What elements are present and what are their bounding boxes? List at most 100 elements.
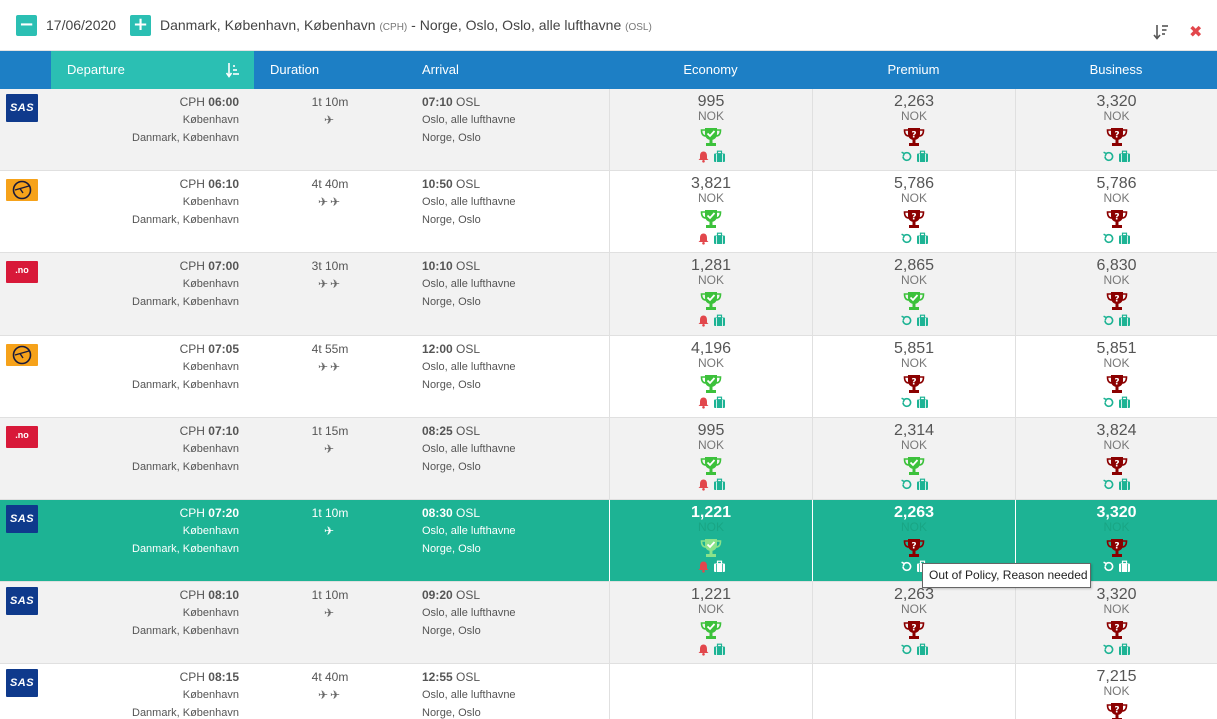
premium-fare-cell[interactable]: 5,786 NOK? <box>812 171 1015 253</box>
economy-price[interactable]: 4,196 <box>690 339 732 357</box>
price-alert-bell-icon[interactable] <box>697 478 710 491</box>
business-fare-cell[interactable]: 6,830 NOK? <box>1015 253 1217 335</box>
refundable-icon[interactable] <box>1102 478 1115 491</box>
baggage-icon[interactable] <box>916 478 929 491</box>
premium-price[interactable]: 2,263 <box>893 586 935 604</box>
in-policy-trophy-icon[interactable] <box>700 537 722 559</box>
close-icon[interactable]: ✖ <box>1189 22 1203 41</box>
business-price[interactable]: 3,320 <box>1096 586 1137 604</box>
flight-info[interactable]: .no CPH 07:10 København Danmark, København 1… <box>0 418 609 499</box>
sort-economy-header[interactable]: Economy <box>683 62 738 77</box>
baggage-icon[interactable] <box>713 232 726 245</box>
premium-fare-cell[interactable]: 2,263 NOK? <box>812 89 1015 171</box>
flight-row[interactable]: .no CPH 07:10 København Danmark, København 1… <box>0 417 1217 500</box>
premium-price[interactable]: 2,263 <box>893 503 935 521</box>
business-fare-cell[interactable]: 5,786 NOK? <box>1015 171 1217 253</box>
economy-fare-cell[interactable]: 995 NOK <box>609 89 812 171</box>
economy-price[interactable]: 1,281 <box>690 257 732 275</box>
sort-duration-header[interactable]: Duration <box>270 62 320 77</box>
out-of-policy-trophy-icon[interactable]: ? <box>1106 208 1128 230</box>
economy-price[interactable]: 995 <box>697 421 725 439</box>
refundable-icon[interactable] <box>1102 150 1115 163</box>
flight-info[interactable]: SAS CPH 07:20 København Danmark, København 1… <box>0 500 609 581</box>
business-price[interactable]: 6,830 <box>1096 257 1137 275</box>
business-fare-cell[interactable]: 3,824 NOK? <box>1015 417 1217 499</box>
baggage-icon[interactable] <box>713 643 726 656</box>
out-of-policy-trophy-icon[interactable]: ? <box>903 373 925 395</box>
flight-info[interactable]: SAS CPH 08:15 København Danmark, København 4… <box>0 664 609 719</box>
out-of-policy-trophy-icon[interactable]: ? <box>1106 455 1128 477</box>
flight-row[interactable]: CPH 06:10 København Danmark, København 4t 4… <box>0 171 1217 254</box>
sort-icon[interactable] <box>1153 24 1169 40</box>
premium-price[interactable]: 2,263 <box>893 93 935 110</box>
premium-fare-cell[interactable]: 2,263 NOK? <box>812 499 1015 582</box>
flight-info[interactable]: SAS CPH 08:10 København Danmark, København 1… <box>0 582 609 663</box>
sort-business-header[interactable]: Business <box>1089 62 1143 77</box>
economy-fare-cell[interactable]: 1,281 NOK <box>609 253 812 335</box>
out-of-policy-trophy-icon[interactable]: ? <box>1106 290 1128 312</box>
in-policy-trophy-icon[interactable] <box>700 208 722 230</box>
premium-price[interactable]: 5,786 <box>893 175 935 193</box>
business-price[interactable]: 7,215 <box>1096 668 1137 686</box>
premium-fare-cell[interactable]: 2,314 NOK <box>812 417 1015 499</box>
premium-fare-cell[interactable] <box>812 664 1015 719</box>
in-policy-trophy-icon[interactable] <box>700 126 722 148</box>
flight-info[interactable]: CPH 06:10 København Danmark, København 4t 4… <box>0 171 609 252</box>
sort-premium-header[interactable]: Premium <box>887 62 940 77</box>
premium-price[interactable]: 5,851 <box>893 339 935 357</box>
in-policy-trophy-icon[interactable] <box>700 619 722 641</box>
price-alert-bell-icon[interactable] <box>697 314 710 327</box>
baggage-icon[interactable] <box>1118 643 1131 656</box>
refundable-icon[interactable] <box>1102 314 1115 327</box>
business-fare-cell[interactable]: 5,851 NOK? <box>1015 335 1217 417</box>
in-policy-trophy-icon[interactable] <box>700 373 722 395</box>
price-alert-bell-icon[interactable] <box>697 396 710 409</box>
business-price[interactable]: 3,320 <box>1096 93 1137 110</box>
out-of-policy-trophy-icon[interactable]: ? <box>1106 619 1128 641</box>
business-price[interactable]: 5,851 <box>1096 339 1137 357</box>
baggage-icon[interactable] <box>916 396 929 409</box>
refundable-icon[interactable] <box>900 643 913 656</box>
refundable-icon[interactable] <box>1102 643 1115 656</box>
out-of-policy-trophy-icon[interactable]: ? <box>1106 701 1128 719</box>
baggage-icon[interactable] <box>1118 478 1131 491</box>
out-of-policy-trophy-icon[interactable]: ? <box>903 619 925 641</box>
economy-fare-cell[interactable]: 4,196 NOK <box>609 335 812 417</box>
price-alert-bell-icon[interactable] <box>697 232 710 245</box>
business-price[interactable]: 3,320 <box>1096 503 1137 521</box>
baggage-icon[interactable] <box>1118 150 1131 163</box>
economy-fare-cell[interactable] <box>609 664 812 719</box>
out-of-policy-trophy-icon[interactable]: ? <box>1106 126 1128 148</box>
baggage-icon[interactable] <box>1118 560 1131 573</box>
economy-fare-cell[interactable]: 1,221 NOK <box>609 582 812 664</box>
flight-info[interactable]: SAS CPH 06:00 København Danmark, København 1… <box>0 89 609 170</box>
baggage-icon[interactable] <box>713 560 726 573</box>
baggage-icon[interactable] <box>916 232 929 245</box>
business-price[interactable]: 5,786 <box>1096 175 1137 193</box>
sort-departure-header[interactable]: Departure <box>51 51 254 89</box>
economy-fare-cell[interactable]: 3,821 NOK <box>609 171 812 253</box>
in-policy-trophy-icon[interactable] <box>903 290 925 312</box>
out-of-policy-trophy-icon[interactable]: ? <box>1106 373 1128 395</box>
premium-price[interactable]: 2,865 <box>893 257 935 275</box>
in-policy-trophy-icon[interactable] <box>700 290 722 312</box>
baggage-icon[interactable] <box>1118 314 1131 327</box>
price-alert-bell-icon[interactable] <box>697 560 710 574</box>
out-of-policy-trophy-icon[interactable]: ? <box>903 208 925 230</box>
economy-fare-cell[interactable]: 995 NOK <box>609 417 812 499</box>
premium-fare-cell[interactable]: 2,263 NOK? <box>812 582 1015 664</box>
business-price[interactable]: 3,824 <box>1096 421 1137 439</box>
refundable-icon[interactable] <box>900 150 913 163</box>
flight-row[interactable]: SAS CPH 06:00 København Danmark, København 1… <box>0 89 1217 172</box>
economy-price[interactable]: 995 <box>697 93 725 110</box>
price-alert-bell-icon[interactable] <box>697 643 710 656</box>
flight-row[interactable]: CPH 07:05 København Danmark, København 4t 5… <box>0 335 1217 418</box>
baggage-icon[interactable] <box>713 314 726 327</box>
business-fare-cell[interactable]: 7,215 NOK? <box>1015 664 1217 719</box>
in-policy-trophy-icon[interactable] <box>700 455 722 477</box>
refundable-icon[interactable] <box>900 560 913 573</box>
out-of-policy-trophy-icon[interactable]: ? <box>903 126 925 148</box>
economy-price[interactable]: 1,221 <box>690 503 732 521</box>
flight-row[interactable]: SAS CPH 08:10 København Danmark, København 1… <box>0 582 1217 665</box>
baggage-icon[interactable] <box>1118 232 1131 245</box>
